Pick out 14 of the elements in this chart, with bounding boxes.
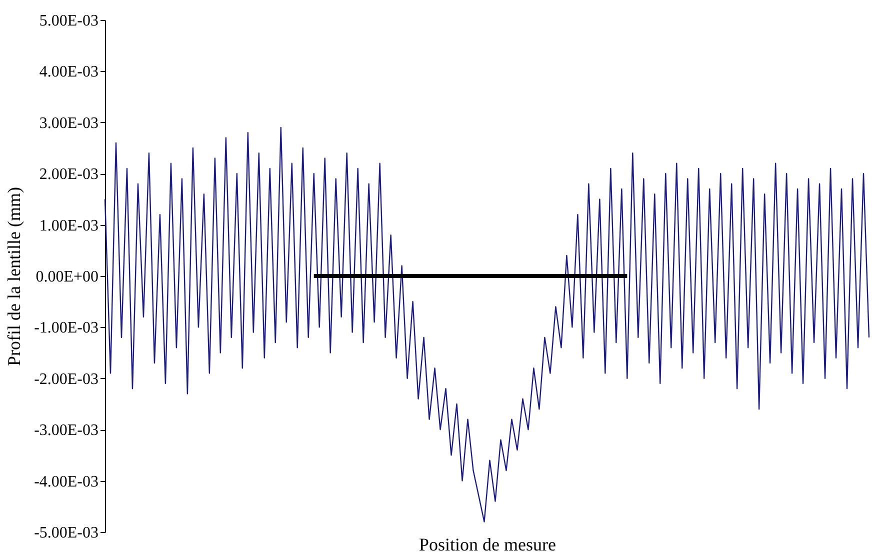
y-axis-title: Profil de la lentille (mm) xyxy=(4,187,24,366)
y-tick-label: 5.00E-03 xyxy=(39,12,98,30)
y-tick-label: 2.00E-03 xyxy=(39,166,98,184)
y-tick-label: 0.00E+00 xyxy=(36,268,98,286)
y-tick-label: 1.00E-03 xyxy=(39,217,98,234)
y-tick-label: -4.00E-03 xyxy=(34,473,98,490)
y-tick-label: -5.00E-03 xyxy=(34,524,98,542)
y-tick-label: 4.00E-03 xyxy=(39,64,98,81)
x-axis-title: Position de mesure xyxy=(419,534,556,554)
y-tick-label: 3.00E-03 xyxy=(39,114,98,132)
line-series xyxy=(104,126,870,522)
y-tick-label: -1.00E-03 xyxy=(34,320,98,337)
y-tick-label: -2.00E-03 xyxy=(34,370,98,388)
y-tick-label: -3.00E-03 xyxy=(34,422,98,440)
